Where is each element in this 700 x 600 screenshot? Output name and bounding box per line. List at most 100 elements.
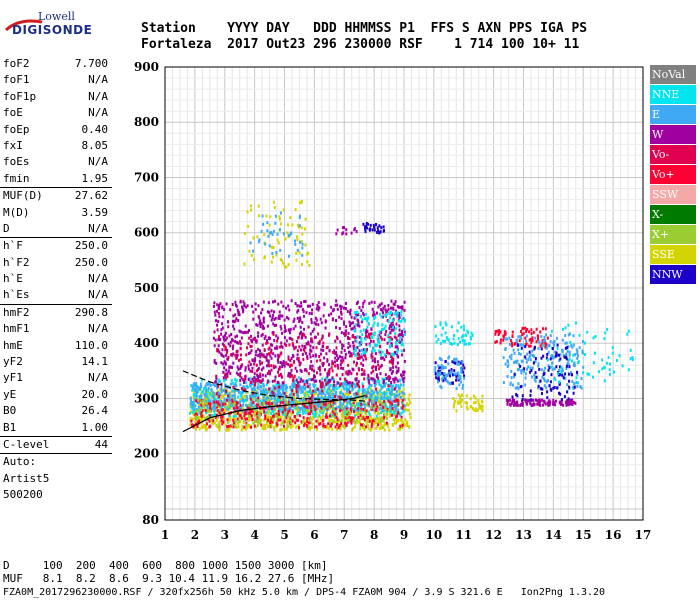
point-e <box>288 254 291 258</box>
point-w <box>293 317 296 321</box>
point-nne <box>592 375 595 379</box>
point-vo- <box>235 404 238 408</box>
point-vo- <box>365 357 368 361</box>
point-e <box>332 386 335 390</box>
point-vo- <box>318 339 321 343</box>
point-vo- <box>537 334 540 338</box>
point-vo- <box>287 410 290 414</box>
point-w <box>526 399 529 403</box>
point-e <box>278 228 281 232</box>
point-w <box>392 377 395 381</box>
point-e <box>342 385 345 389</box>
param-row: MUF(D) 27.62 <box>0 188 114 204</box>
point-w <box>215 361 218 365</box>
point-vo- <box>331 362 334 366</box>
point-sse <box>297 400 300 404</box>
point-vo- <box>298 413 301 417</box>
point-x- <box>199 407 202 411</box>
point-nnw <box>463 366 466 370</box>
point-vo- <box>356 352 359 356</box>
point-w <box>273 339 276 343</box>
point-e <box>395 389 398 393</box>
point-w <box>236 365 239 369</box>
point-w <box>385 377 388 381</box>
point-sse <box>460 393 463 397</box>
point-w <box>328 372 331 376</box>
point-w <box>277 316 280 320</box>
point-sse <box>359 427 362 431</box>
point-w <box>244 368 247 372</box>
point-w <box>216 303 219 307</box>
point-w <box>360 355 363 359</box>
point-e <box>522 369 525 373</box>
point-nne <box>239 392 242 396</box>
point-nnw <box>561 373 564 377</box>
point-nnw <box>378 224 381 228</box>
param-value: 14.1 <box>81 355 109 369</box>
point-w <box>340 317 343 321</box>
point-vo- <box>285 394 288 398</box>
point-w <box>396 354 399 358</box>
point-nne <box>611 351 614 355</box>
point-nne <box>612 370 615 374</box>
point-e <box>200 385 203 389</box>
point-e <box>335 383 338 387</box>
point-nne <box>392 325 395 329</box>
point-sse <box>229 415 232 419</box>
point-sse <box>189 416 192 420</box>
point-sse <box>476 408 479 412</box>
point-e <box>547 344 550 348</box>
point-e <box>442 365 445 369</box>
point-nne <box>254 405 257 409</box>
point-e <box>373 390 376 394</box>
point-vo- <box>350 421 353 425</box>
point-e <box>520 359 523 363</box>
point-e <box>374 395 377 399</box>
param-key: foEp <box>3 122 30 136</box>
point-nne <box>326 389 329 393</box>
point-vo- <box>362 407 365 411</box>
point-nne <box>367 389 370 393</box>
point-nne <box>373 349 376 353</box>
point-w <box>302 310 305 314</box>
point-w <box>213 359 216 363</box>
param-row: yF1 N/A <box>0 370 114 386</box>
point-e <box>207 399 210 403</box>
point-sse <box>200 391 203 395</box>
point-nne <box>627 368 630 372</box>
point-vo- <box>344 377 347 381</box>
point-sse <box>376 425 379 429</box>
point-e <box>318 390 321 394</box>
point-e <box>554 350 557 354</box>
point-w <box>247 330 250 334</box>
point-w <box>347 336 350 340</box>
point-x- <box>346 409 349 413</box>
point-sse <box>390 388 393 392</box>
point-x- <box>237 419 240 423</box>
point-e <box>510 376 513 380</box>
point-vo- <box>245 353 248 357</box>
point-e <box>284 386 287 390</box>
point-w <box>552 402 555 406</box>
point-nne <box>572 353 575 357</box>
point-x- <box>341 406 344 410</box>
point-vo- <box>497 333 500 337</box>
point-vo- <box>261 361 264 365</box>
point-vo- <box>539 330 542 334</box>
point-x- <box>310 421 313 425</box>
point-vo- <box>385 351 388 355</box>
point-nne <box>458 340 461 344</box>
point-sse <box>238 415 241 419</box>
point-sse <box>207 393 210 397</box>
point-e <box>455 357 458 361</box>
point-nne <box>223 379 226 383</box>
point-vo- <box>334 425 337 429</box>
point-vo- <box>285 416 288 420</box>
point-sse <box>249 204 252 208</box>
point-e <box>575 348 578 352</box>
point-sse <box>273 206 276 210</box>
point-w <box>350 315 353 319</box>
point-w <box>281 365 284 369</box>
point-e <box>207 386 210 390</box>
point-e <box>292 398 295 402</box>
